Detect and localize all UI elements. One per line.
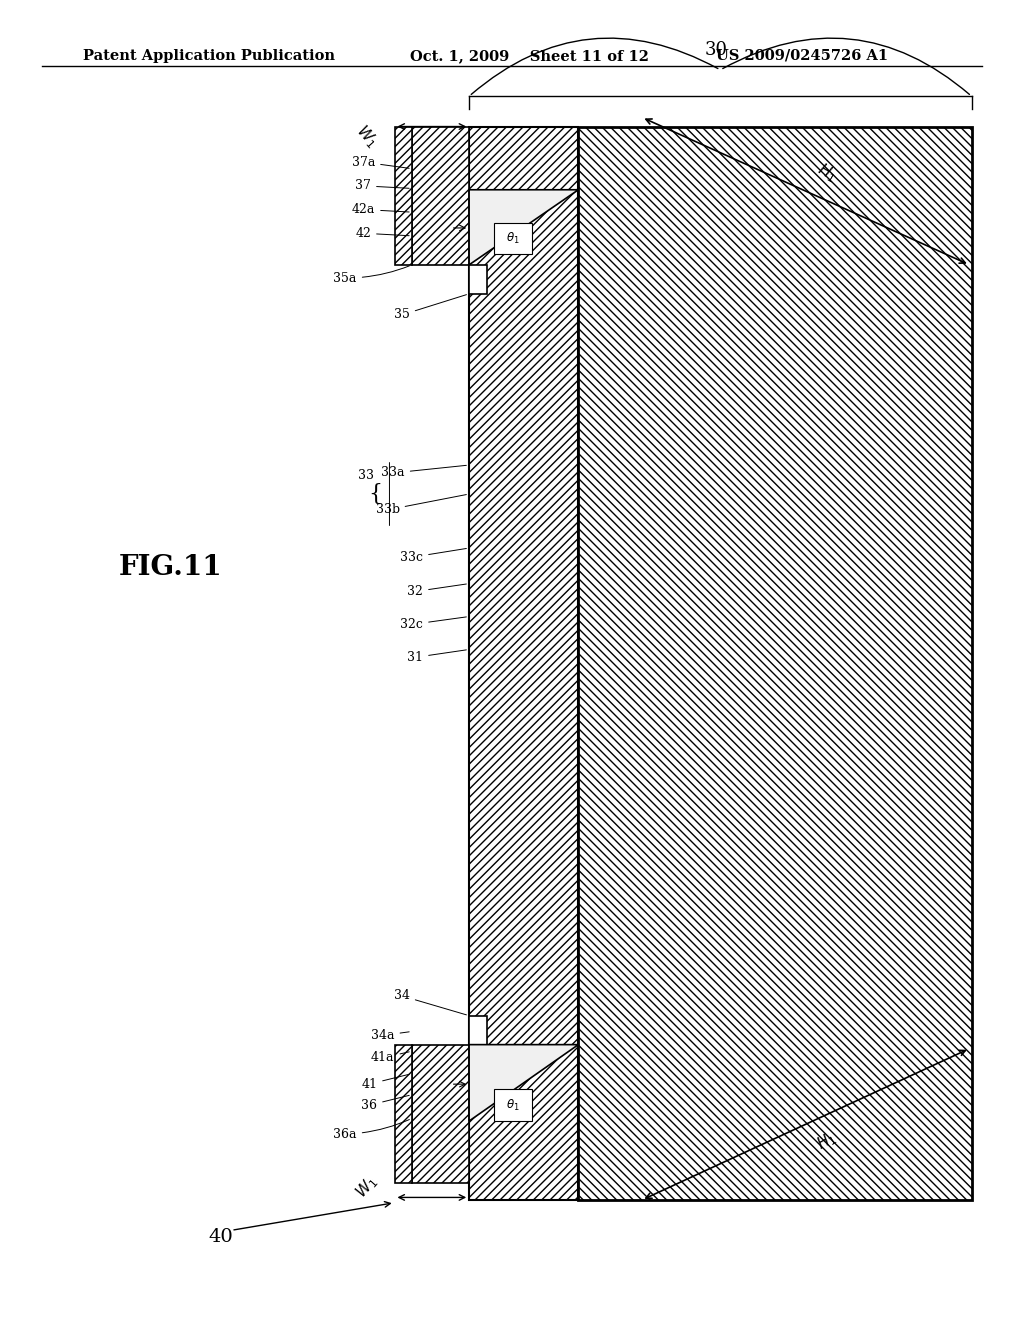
Text: 33a: 33a <box>381 466 466 479</box>
Bar <box>412 127 469 265</box>
Text: 37: 37 <box>355 180 410 193</box>
Text: $W_1$: $W_1$ <box>352 121 382 150</box>
Bar <box>494 1089 532 1121</box>
Bar <box>494 223 532 255</box>
Text: 42: 42 <box>355 227 410 240</box>
Text: 35: 35 <box>394 294 467 321</box>
Text: 31: 31 <box>408 649 466 664</box>
Polygon shape <box>469 1044 579 1121</box>
Text: 33c: 33c <box>400 549 466 564</box>
Text: $H_1$: $H_1$ <box>813 1127 840 1154</box>
Text: 33: 33 <box>358 469 374 482</box>
Text: 32: 32 <box>408 583 466 598</box>
Text: 34: 34 <box>394 990 467 1015</box>
Text: 40: 40 <box>209 1228 233 1246</box>
Bar <box>394 1044 412 1183</box>
Text: {: { <box>369 483 382 506</box>
Text: $\theta_1$: $\theta_1$ <box>506 231 520 246</box>
Text: $H_1$: $H_1$ <box>813 160 840 186</box>
Text: 30: 30 <box>705 41 728 59</box>
Text: 32c: 32c <box>400 616 466 631</box>
Text: 36a: 36a <box>333 1119 410 1140</box>
Text: US 2009/0245726 A1: US 2009/0245726 A1 <box>716 49 889 63</box>
Bar <box>394 127 412 265</box>
Text: 34a: 34a <box>371 1028 410 1041</box>
Text: 35a: 35a <box>334 265 410 285</box>
Bar <box>469 1015 487 1044</box>
Text: $\theta_1$: $\theta_1$ <box>506 1098 520 1113</box>
Text: Oct. 1, 2009    Sheet 11 of 12: Oct. 1, 2009 Sheet 11 of 12 <box>410 49 649 63</box>
Text: 37a: 37a <box>352 156 410 169</box>
Text: 41a: 41a <box>371 1051 410 1064</box>
Text: FIG.11: FIG.11 <box>119 554 222 581</box>
Polygon shape <box>469 190 579 265</box>
Text: Patent Application Publication: Patent Application Publication <box>83 49 335 63</box>
Bar <box>579 127 972 1200</box>
Text: 42a: 42a <box>352 203 410 216</box>
Bar <box>469 127 579 1200</box>
Bar <box>412 1044 469 1183</box>
Text: 33b: 33b <box>376 495 466 516</box>
Text: 41: 41 <box>361 1074 410 1090</box>
Text: $W_1$: $W_1$ <box>352 1172 382 1201</box>
Text: 36: 36 <box>361 1096 410 1111</box>
Bar <box>469 265 487 294</box>
